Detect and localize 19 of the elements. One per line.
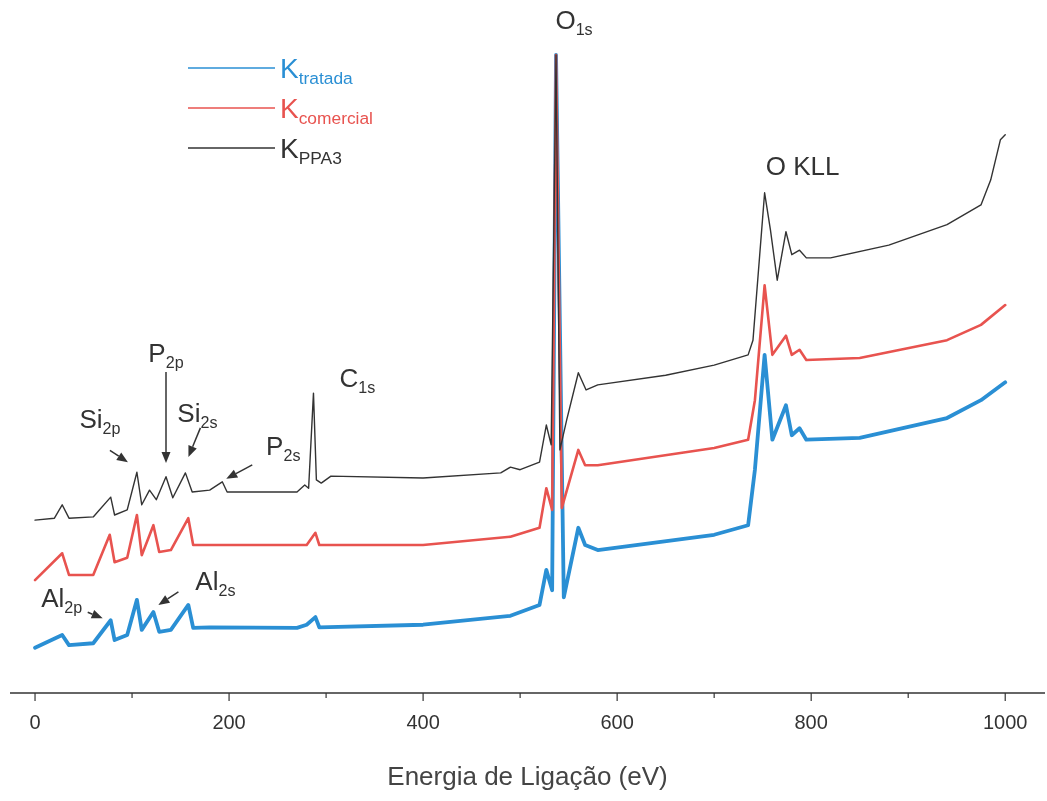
- annotation: Si$_{2p}$: [79, 404, 121, 437]
- x-tick-label: 400: [406, 711, 440, 733]
- legend-label: K$_{PPA3}$: [280, 133, 342, 168]
- x-tick-label: 800: [794, 711, 828, 733]
- x-tick-label: 600: [600, 711, 634, 733]
- legend-label: K$_{comercial}$: [280, 93, 373, 128]
- annotation: O$_{1s}$: [555, 5, 593, 38]
- x-tick-label: 0: [29, 711, 41, 733]
- x-axis-title: Energia de Ligação (eV): [387, 761, 668, 791]
- annotation: Al$_{2p}$: [41, 583, 83, 616]
- annotation: P$_{2s}$: [266, 430, 301, 464]
- annotation: Al$_{2s}$: [195, 565, 236, 599]
- annotation: P$_{2p}$: [148, 338, 184, 371]
- annotation: C$_{1s}$: [339, 363, 376, 396]
- annotation: O KLL: [765, 150, 840, 181]
- annotation: Si$_{2s}$: [177, 397, 218, 431]
- legend-label: K$_{tratada}$: [280, 53, 354, 88]
- x-tick-label: 200: [212, 711, 246, 733]
- x-tick-label: 1000: [982, 711, 1028, 733]
